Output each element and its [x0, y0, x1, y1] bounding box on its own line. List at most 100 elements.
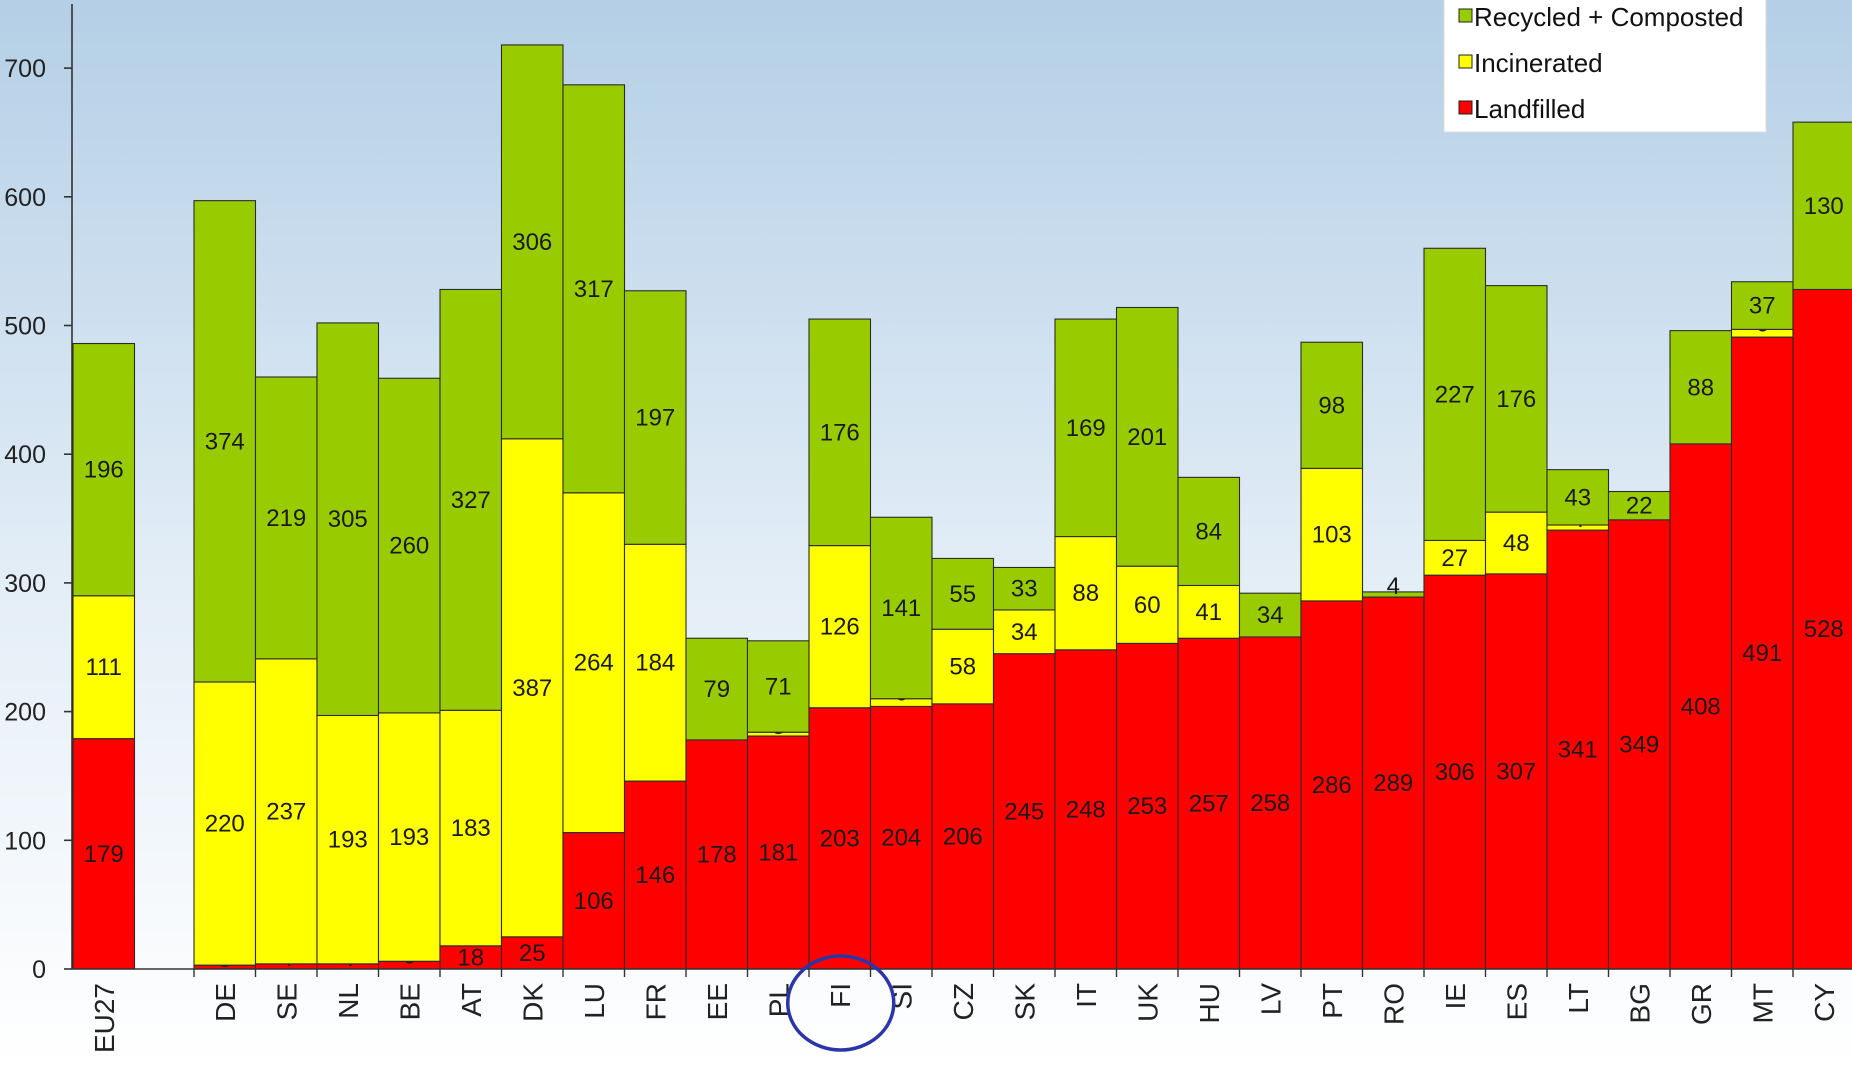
data-label: 98: [1318, 392, 1345, 419]
bar-segment-recycled-composted-ie: [1423, 247, 1487, 541]
x-tick-label: ES: [1501, 983, 1532, 1020]
data-label: 349: [1619, 731, 1659, 758]
bar-segment-landfilled-uk: [1115, 642, 1179, 970]
data-label: 203: [820, 825, 860, 852]
bar-segment-incinerated-sk: [992, 609, 1056, 655]
bar-segment-landfilled-sk: [992, 653, 1056, 970]
bar-segment-incinerated-se: [254, 658, 318, 965]
data-label: 79: [703, 676, 730, 703]
data-label: 317: [574, 276, 614, 303]
data-label: 169: [1066, 415, 1106, 442]
data-label: 491: [1742, 640, 1782, 667]
data-label: 25: [519, 940, 546, 967]
x-tick-label: LV: [1255, 983, 1286, 1015]
bar-segment-recycled-composted-pt: [1300, 341, 1364, 469]
bar-segment-landfilled-fi: [808, 707, 872, 970]
data-label: 248: [1066, 796, 1106, 823]
bar-segment-recycled-composted-ee: [685, 637, 749, 741]
y-tick-label: 0: [32, 956, 46, 984]
x-tick-label: LT: [1563, 983, 1594, 1014]
data-label: 219: [266, 505, 306, 532]
data-label: 193: [389, 824, 429, 851]
bar-segment-landfilled-ro: [1361, 596, 1425, 970]
data-label: 196: [84, 457, 124, 484]
data-label: 237: [266, 798, 306, 825]
data-label: 84: [1195, 518, 1222, 545]
x-tick-label: EU27: [89, 983, 120, 1053]
bar-segment-recycled-composted-cy: [1792, 121, 1852, 291]
data-label: 88: [1072, 580, 1099, 607]
y-tick-label: 700: [4, 55, 46, 83]
bar-segment-incinerated-dk: [500, 438, 564, 938]
bar-segment-recycled-composted-fr: [623, 290, 687, 545]
data-label: 257: [1189, 791, 1229, 818]
data-label: 220: [205, 811, 245, 838]
x-tick-label: IT: [1071, 983, 1102, 1008]
data-label: 4: [1387, 573, 1400, 600]
bar-segment-recycled-composted-be: [377, 377, 441, 714]
bar-segment-recycled-composted-hu: [1177, 476, 1241, 587]
y-tick-label: 100: [4, 827, 46, 855]
x-tick-label: GR: [1686, 983, 1717, 1025]
x-tick-label: SK: [1009, 983, 1040, 1021]
data-label: 141: [881, 595, 921, 622]
x-tick-label: CY: [1809, 983, 1840, 1022]
data-label: 55: [949, 581, 976, 608]
bar-segment-recycled-composted-es: [1484, 285, 1548, 513]
bar-segment-recycled-composted-fi: [808, 318, 872, 547]
bar-segment-incinerated-de: [193, 681, 257, 966]
bar-segment-recycled-composted-de: [193, 200, 257, 683]
y-tick-label: 200: [4, 699, 46, 727]
y-tick-label: 500: [4, 313, 46, 341]
bar-segment-recycled-composted-it: [1054, 318, 1118, 538]
y-axis: 0 100 200 300 400 500 600 700: [4, 4, 73, 984]
data-label: 286: [1312, 772, 1352, 799]
x-tick-label: UK: [1132, 983, 1163, 1022]
bar-segment-incinerated-be: [377, 712, 441, 962]
data-label: 178: [697, 841, 737, 868]
legend-swatch: [1458, 54, 1473, 69]
data-label: 258: [1250, 790, 1290, 817]
bar-segment-incinerated-fi: [808, 545, 872, 709]
data-label: 307: [1496, 758, 1536, 785]
data-label: 206: [943, 823, 983, 850]
data-label: 22: [1626, 493, 1653, 520]
x-tick-label: DE: [210, 983, 241, 1022]
x-tick-label: FI: [825, 983, 856, 1008]
data-label: 176: [1496, 386, 1536, 413]
bar-segment-landfilled-ie: [1423, 574, 1487, 970]
data-label: 48: [1503, 530, 1530, 557]
data-label: 374: [205, 428, 245, 455]
data-label: 130: [1804, 193, 1844, 220]
bar-segment-recycled-composted-nl: [316, 322, 380, 717]
y-tick-label: 600: [4, 184, 46, 212]
data-label: 88: [1687, 374, 1714, 401]
x-tick-label: LU: [579, 983, 610, 1019]
data-label: 193: [328, 827, 368, 854]
x-tick-label: DK: [517, 983, 548, 1022]
x-tick-label: NL: [333, 983, 364, 1019]
bar-segment-landfilled-cz: [931, 703, 995, 970]
data-label: 60: [1134, 592, 1161, 619]
data-label: 197: [635, 405, 675, 432]
x-tick-label: CZ: [948, 983, 979, 1020]
y-tick-label: 400: [4, 441, 46, 469]
annotations: [786, 954, 896, 1052]
bar-segment-recycled-composted-bg: [1607, 490, 1671, 521]
data-label: 253: [1127, 793, 1167, 820]
data-label: 260: [389, 533, 429, 560]
x-tick-label: AT: [456, 983, 487, 1017]
x-tick-label: IE: [1440, 983, 1471, 1009]
x-axis: EU27 DE SE NL BE AT DK LU FR EE PL FI SI CZ SK IT UK HU LV…: [72, 968, 1852, 1053]
bar-segment-incinerated-cz: [931, 628, 995, 705]
bars-group: 1791111963220374423721941933056193260181…: [72, 44, 1852, 973]
bar-segment-recycled-composted-lv: [1238, 592, 1302, 638]
x-tick-label: SE: [271, 983, 302, 1020]
data-label: 387: [512, 675, 552, 702]
legend-swatch: [1458, 8, 1473, 23]
legend-swatch: [1458, 100, 1473, 115]
x-tick-label: HU: [1194, 983, 1225, 1023]
bar-segment-recycled-composted-lt: [1546, 469, 1610, 526]
